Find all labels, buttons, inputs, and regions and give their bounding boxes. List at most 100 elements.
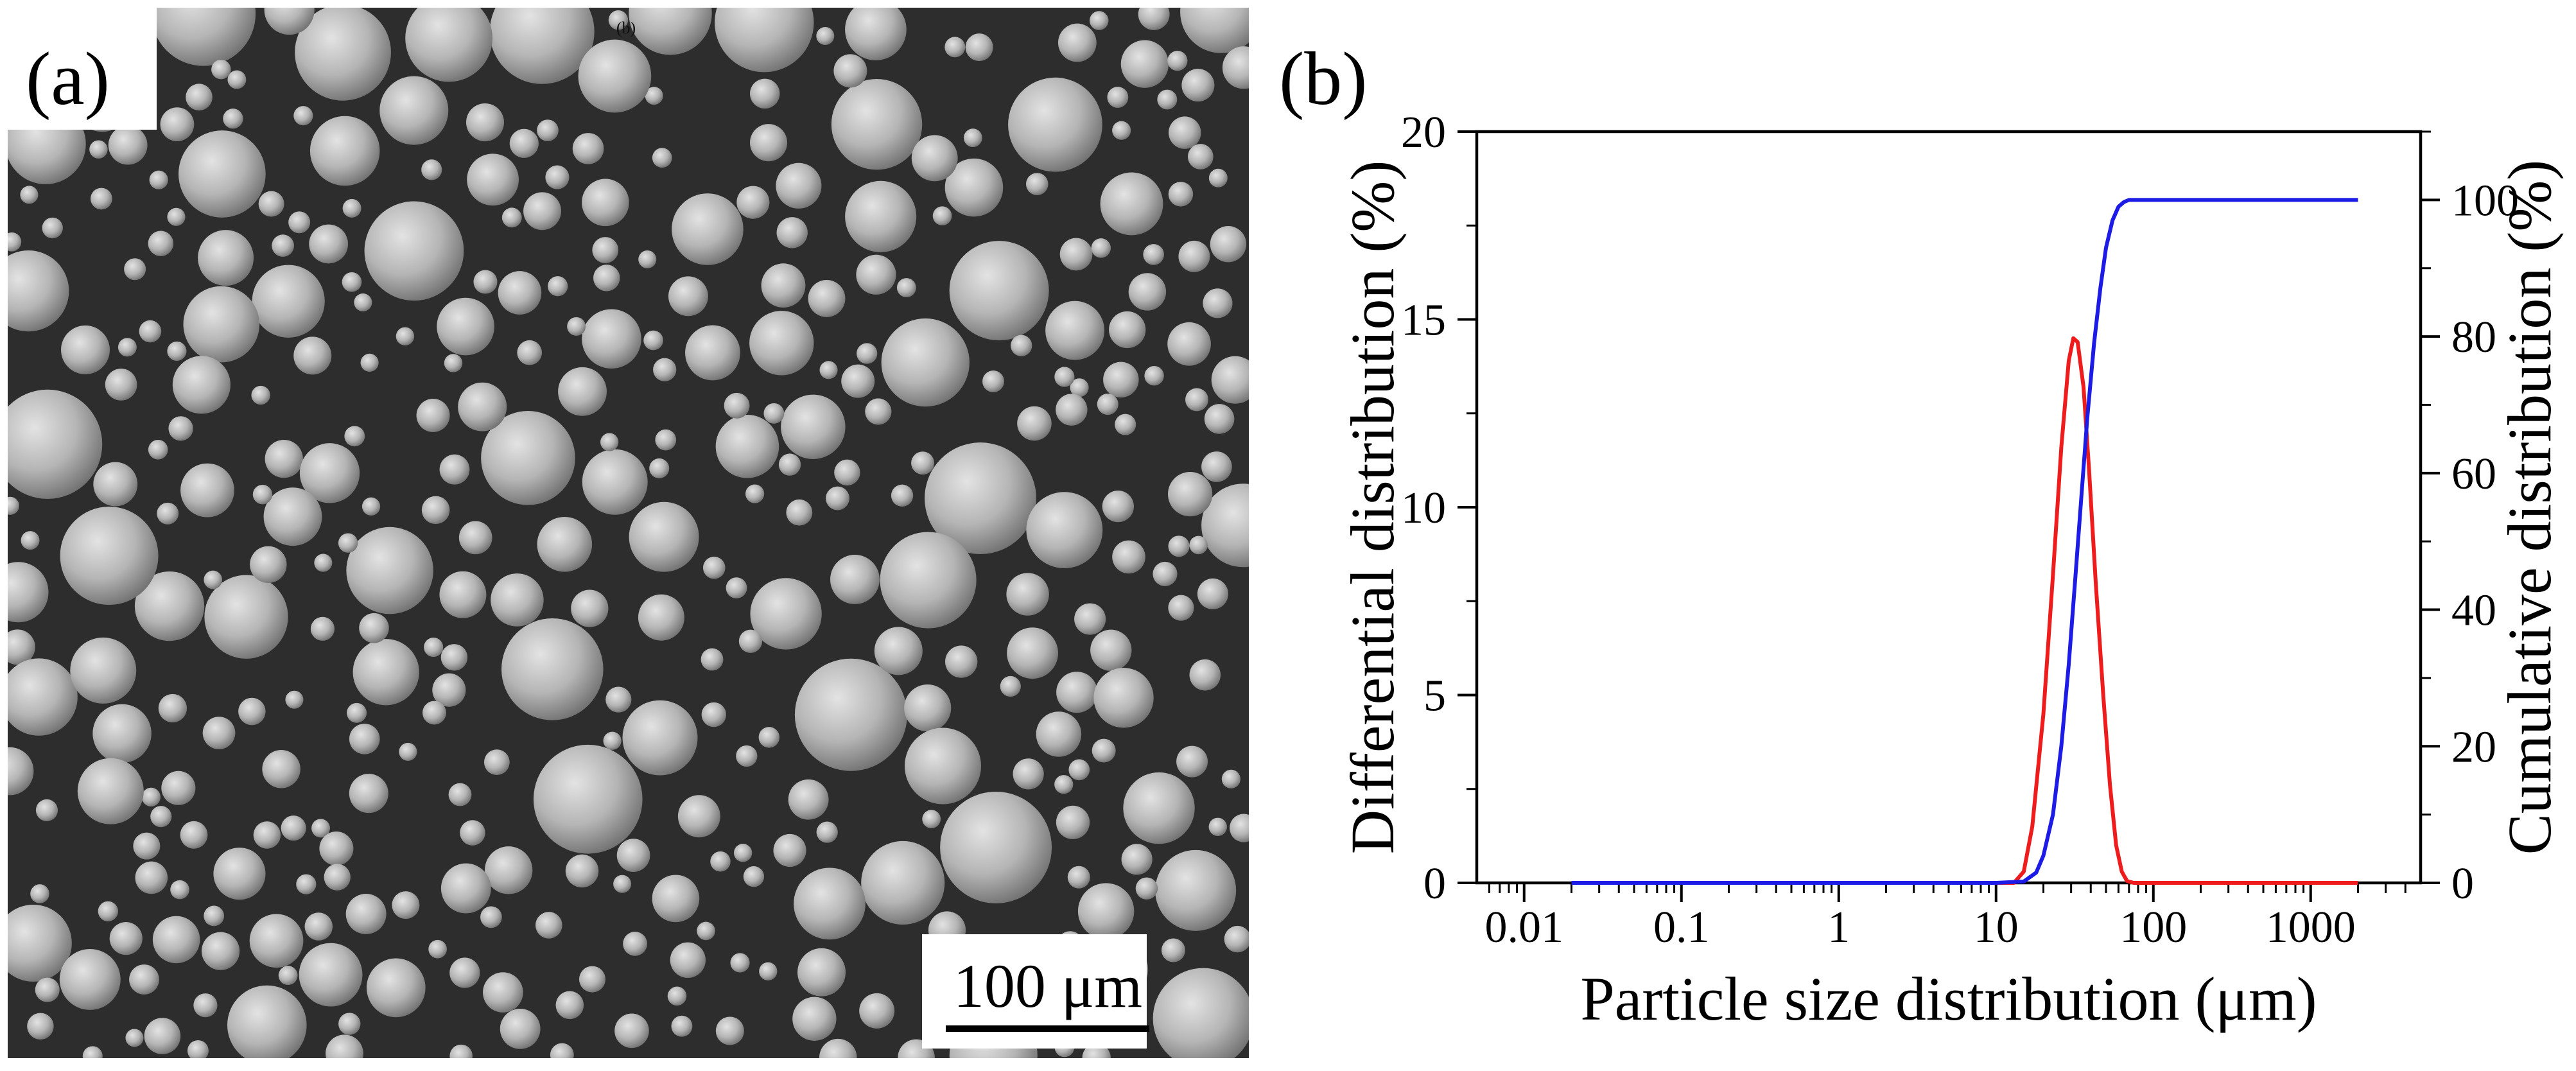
powder-particle [733,844,753,862]
powder-particle [60,507,159,605]
powder-particle [296,874,317,894]
powder-particle [1201,451,1232,482]
powder-particle [776,162,822,209]
powder-particle [726,577,747,599]
powder-particle [30,884,49,903]
powder-particle [134,571,205,641]
powder-particle [778,453,801,476]
powder-particle [141,787,161,807]
powder-particle [1109,311,1146,349]
powder-particle [1144,366,1164,386]
powder-particle [498,271,542,315]
powder-particle [1189,536,1208,555]
powder-particle [1000,675,1021,697]
powder-particle [1230,814,1249,842]
powder-particle [160,107,195,142]
powder-particle [1089,11,1109,30]
powder-particle [911,451,935,475]
powder-particle [324,864,351,891]
powder-particle [1181,69,1215,102]
powder-particle [272,234,295,257]
powder-particle [841,364,875,398]
powder-particle [1056,394,1088,426]
powder-particle [92,704,152,763]
powder-particle [422,701,446,725]
powder-particle [743,866,765,887]
powder-particle [238,697,266,726]
powder-particle [600,433,619,451]
powder-particle [763,403,785,424]
powder-particle [250,546,287,583]
powder-particle [148,231,174,256]
powder-particle [310,616,335,641]
powder-particle [940,791,1052,903]
powder-particle [592,237,619,263]
powder-particle [944,37,966,58]
y2-tick-label: 60 [2451,449,2496,499]
powder-particle [1112,540,1145,574]
powder-particle [178,130,266,218]
powder-particle [124,258,146,281]
powder-particle [965,33,993,62]
powder-particle [697,921,715,941]
powder-particle [1189,659,1221,691]
powder-particle [299,943,363,1007]
powder-particle [1054,367,1075,387]
powder-particle [1120,40,1169,88]
powder-particle [904,727,982,805]
powder-particle [517,340,543,365]
powder-particle [346,527,433,614]
powder-particle [701,648,724,671]
powder-particle [715,8,814,73]
powder-particle [623,932,647,956]
panel-a-label-box [8,8,157,130]
powder-particle [911,135,958,182]
powder-particles [8,8,1249,1058]
powder-particle [405,8,492,82]
powder-particle [359,613,389,643]
powder-particle [1026,492,1103,569]
powder-particle [183,286,260,363]
powder-particle [1204,404,1235,434]
powder-particle [1006,573,1049,616]
powder-particle [98,901,118,921]
powder-particle [437,297,494,356]
powder-particle [344,426,365,447]
powder-particle [1221,769,1240,788]
powder-particle [204,575,288,659]
powder-particle [1103,361,1139,398]
powder-particle [1176,745,1208,778]
powder-particle [262,750,300,788]
powder-particle [338,533,358,553]
powder-particle [483,749,510,776]
powder-particle [491,573,544,627]
powder-particle [638,250,657,268]
powder-particle [288,211,311,234]
x-tick-label: 100 [2119,903,2187,952]
powder-particle [151,8,256,66]
powder-particle [773,833,806,867]
powder-particle [501,618,604,720]
y2-tick-label: 100 [2451,176,2519,225]
powder-particle [533,744,643,854]
powder-particle [572,133,604,164]
powder-particle [1135,877,1158,900]
powder-particle [449,957,480,988]
powder-particle [180,463,234,518]
x-axis-ticks: 0.01 0.1 1 10 100 1000 [1485,883,2406,952]
panel-a-label: (a) [26,37,110,121]
powder-particle [826,486,849,510]
powder-particle [428,939,447,959]
powder-particle [603,731,622,750]
powder-particle [8,389,103,499]
powder-particle [535,912,562,939]
powder-particle [484,846,533,894]
y-tick-label: 10 [1401,483,1446,533]
powder-particle [776,217,808,248]
powder-particle [20,186,39,204]
powder-particle [1180,8,1249,53]
powder-particle [264,8,315,35]
powder-particle [91,187,112,210]
powder-particle [483,972,523,1013]
powder-particle [1112,121,1131,140]
